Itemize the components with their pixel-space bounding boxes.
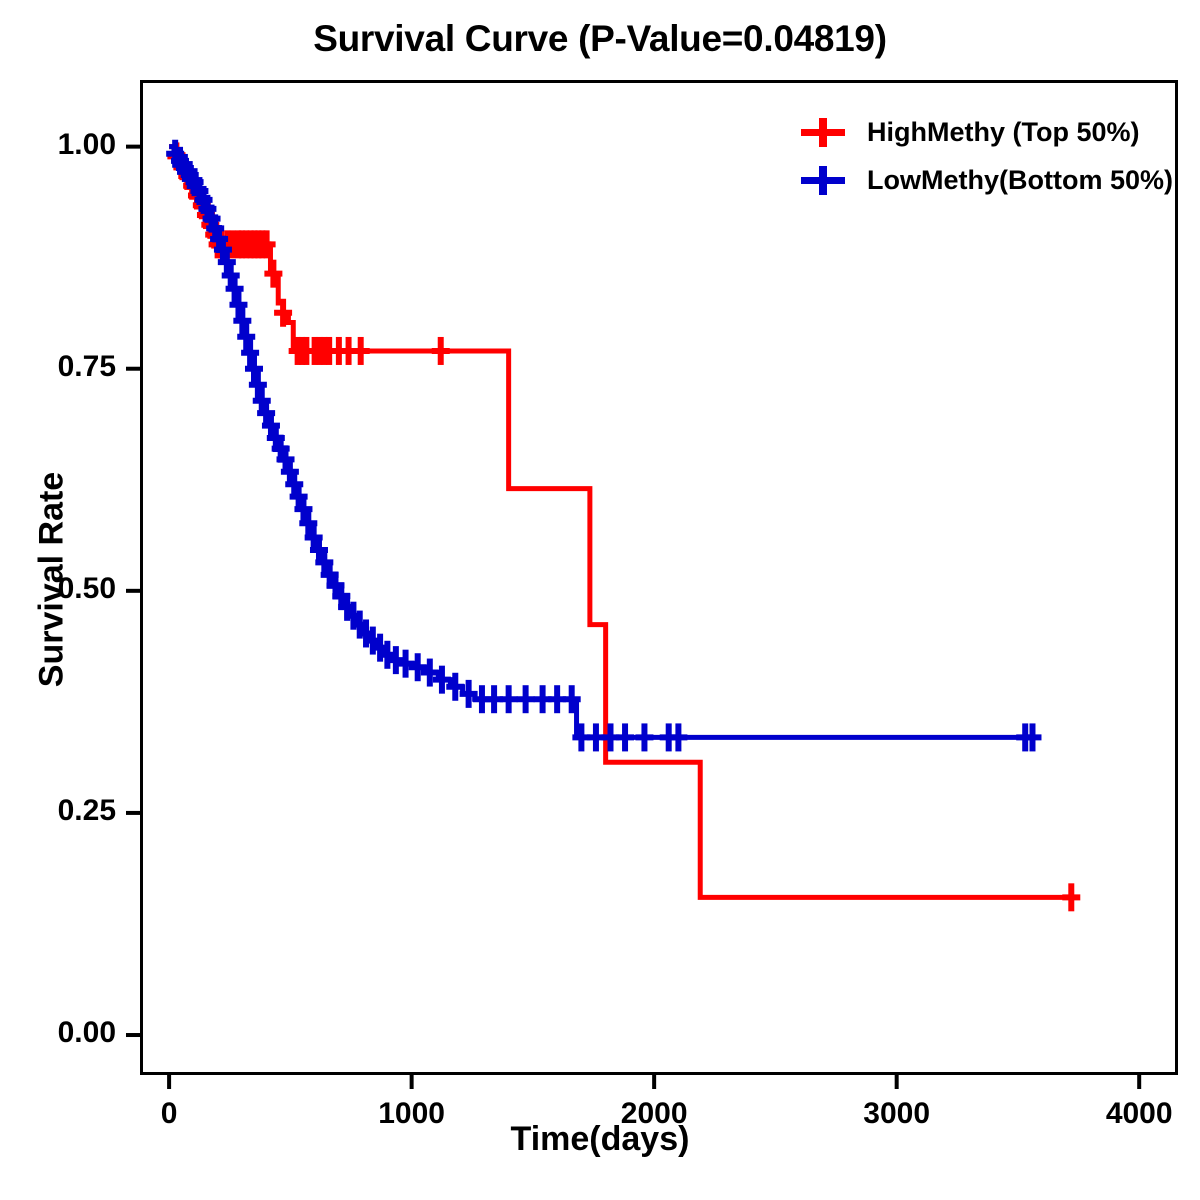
legend-item-high-methy[interactable]: HighMethy (Top 50%) [795, 108, 1165, 156]
x-tick-label: 4000 [1105, 1097, 1173, 1130]
legend: HighMethy (Top 50%) LowMethy(Bottom 50%) [795, 108, 1173, 204]
plus-marker-icon [795, 160, 851, 200]
x-tick-label: 1000 [378, 1097, 445, 1130]
legend-label-high-methy: HighMethy (Top 50%) [867, 116, 1140, 147]
page-title: Survival Curve (P-Value=0.04819) [313, 18, 887, 59]
y-tick-label: 0.75 [57, 349, 116, 383]
legend-label-low-methy: LowMethy(Bottom 50%) [867, 164, 1173, 195]
y-tick-label: 0.25 [57, 793, 116, 827]
y-tick-label: 0.00 [57, 1016, 116, 1050]
y-tick-label: 1.00 [57, 127, 116, 161]
x-tick-label: 2000 [620, 1097, 688, 1130]
censor-marks [166, 139, 1042, 752]
axis-ticks [126, 144, 1142, 1089]
x-tick-label: 3000 [863, 1097, 931, 1130]
series-high-methy [167, 142, 1081, 912]
plus-marker-icon [795, 112, 851, 152]
censor-marks [167, 142, 1081, 912]
x-axis-title: Time(days) [510, 1120, 690, 1158]
series-low-methy [166, 139, 1042, 752]
x-tick-label: 0 [160, 1097, 178, 1130]
legend-item-low-methy[interactable]: LowMethy(Bottom 50%) [795, 156, 1173, 204]
plot-area [140, 80, 1178, 1075]
y-tick-label: 0.50 [57, 571, 116, 605]
